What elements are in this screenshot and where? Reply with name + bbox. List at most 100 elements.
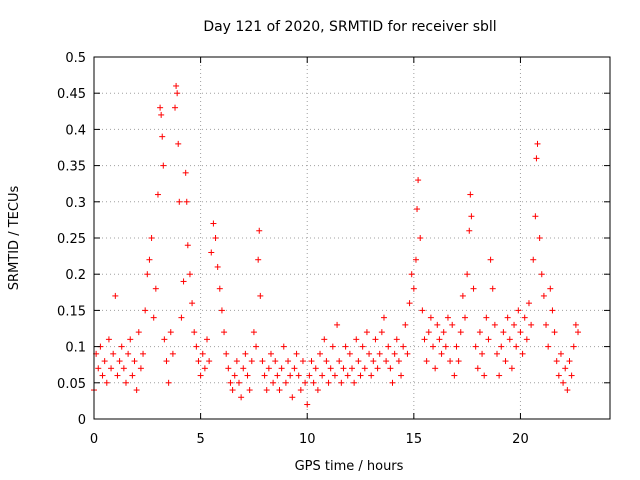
- data-point: [462, 314, 469, 321]
- data-point: [540, 292, 547, 299]
- data-point: [199, 350, 206, 357]
- data-point: [278, 365, 285, 372]
- data-point: [165, 379, 172, 386]
- x-axis: 0 5 10 15 20: [90, 57, 529, 447]
- data-point: [212, 235, 219, 241]
- data-point: [263, 387, 270, 394]
- data-point: [423, 358, 430, 365]
- data-point: [169, 350, 176, 357]
- data-point: [432, 365, 439, 372]
- data-point: [406, 300, 413, 307]
- data-point: [523, 336, 530, 343]
- data-point: [500, 329, 507, 336]
- data-point: [195, 358, 202, 365]
- data-point: [248, 358, 255, 365]
- data-point: [210, 220, 217, 227]
- data-point: [108, 365, 115, 372]
- data-point: [530, 256, 537, 263]
- y-axis: 0 0.05 0.1 0.15 0.2 0.25 0.3 0.35 0.4 0.45 0.5: [57, 51, 610, 428]
- data-point: [255, 256, 262, 263]
- data-point: [575, 329, 582, 336]
- data-point: [206, 358, 213, 365]
- data-point: [444, 314, 451, 321]
- data-point: [259, 358, 266, 365]
- data-point: [560, 379, 567, 386]
- data-point: [414, 206, 421, 213]
- data-point: [425, 329, 432, 336]
- data-point: [331, 372, 338, 379]
- data-point: [261, 372, 268, 379]
- data-point: [476, 329, 483, 336]
- data-point: [218, 307, 225, 314]
- data-point: [223, 350, 230, 357]
- data-point: [133, 387, 140, 394]
- data-point: [103, 379, 110, 386]
- data-point: [231, 372, 238, 379]
- data-point: [208, 249, 215, 256]
- data-point: [491, 321, 498, 328]
- x-tick-label: 0: [90, 432, 98, 447]
- x-tick-label: 10: [299, 432, 316, 447]
- data-point: [489, 285, 496, 292]
- data-point: [152, 285, 159, 292]
- y-tick-label: 0.35: [57, 160, 86, 175]
- data-point: [551, 329, 558, 336]
- data-point: [506, 336, 513, 343]
- data-point: [376, 350, 383, 357]
- data-point: [442, 343, 449, 350]
- data-point: [408, 271, 415, 278]
- data-point: [479, 350, 486, 357]
- data-point: [400, 343, 407, 350]
- data-point: [468, 213, 475, 220]
- data-point: [250, 329, 257, 336]
- data-point: [434, 321, 441, 328]
- data-point: [534, 140, 541, 147]
- data-point: [297, 387, 304, 394]
- data-point: [125, 350, 132, 357]
- data-point: [393, 336, 400, 343]
- data-point: [519, 350, 526, 357]
- chart-title: Day 121 of 2020, SRMTID for receiver sbl…: [203, 19, 496, 35]
- data-point: [289, 394, 296, 401]
- data-point: [374, 365, 381, 372]
- data-point: [327, 365, 334, 372]
- plot-frame: [93, 56, 611, 420]
- data-point: [493, 350, 500, 357]
- x-axis-label: GPS time / hours: [295, 459, 404, 474]
- data-point: [129, 372, 136, 379]
- data-point: [336, 358, 343, 365]
- data-point: [472, 343, 479, 350]
- data-point: [291, 365, 298, 372]
- data-point: [204, 336, 211, 343]
- data-point: [398, 372, 405, 379]
- data-point: [95, 365, 102, 372]
- data-point: [238, 394, 245, 401]
- data-point: [427, 314, 434, 321]
- data-point: [338, 379, 345, 386]
- data-point: [536, 235, 543, 241]
- data-point: [447, 358, 454, 365]
- y-tick-label: 0.1: [65, 341, 86, 356]
- data-point: [334, 321, 341, 328]
- grid-lines: [94, 57, 610, 419]
- data-point: [146, 256, 153, 263]
- data-point: [167, 329, 174, 336]
- data-point: [157, 104, 164, 111]
- data-point: [272, 358, 279, 365]
- data-point: [120, 365, 127, 372]
- data-point: [466, 227, 473, 234]
- data-point: [227, 379, 234, 386]
- data-point: [380, 314, 387, 321]
- data-point: [110, 350, 117, 357]
- data-point: [357, 372, 364, 379]
- data-point: [549, 307, 556, 314]
- data-point: [221, 329, 228, 336]
- data-point: [498, 343, 505, 350]
- data-point: [496, 372, 503, 379]
- data-point: [355, 358, 362, 365]
- data-point: [293, 350, 300, 357]
- data-point: [154, 191, 161, 198]
- data-point: [528, 321, 535, 328]
- data-point: [455, 358, 462, 365]
- data-point: [276, 387, 283, 394]
